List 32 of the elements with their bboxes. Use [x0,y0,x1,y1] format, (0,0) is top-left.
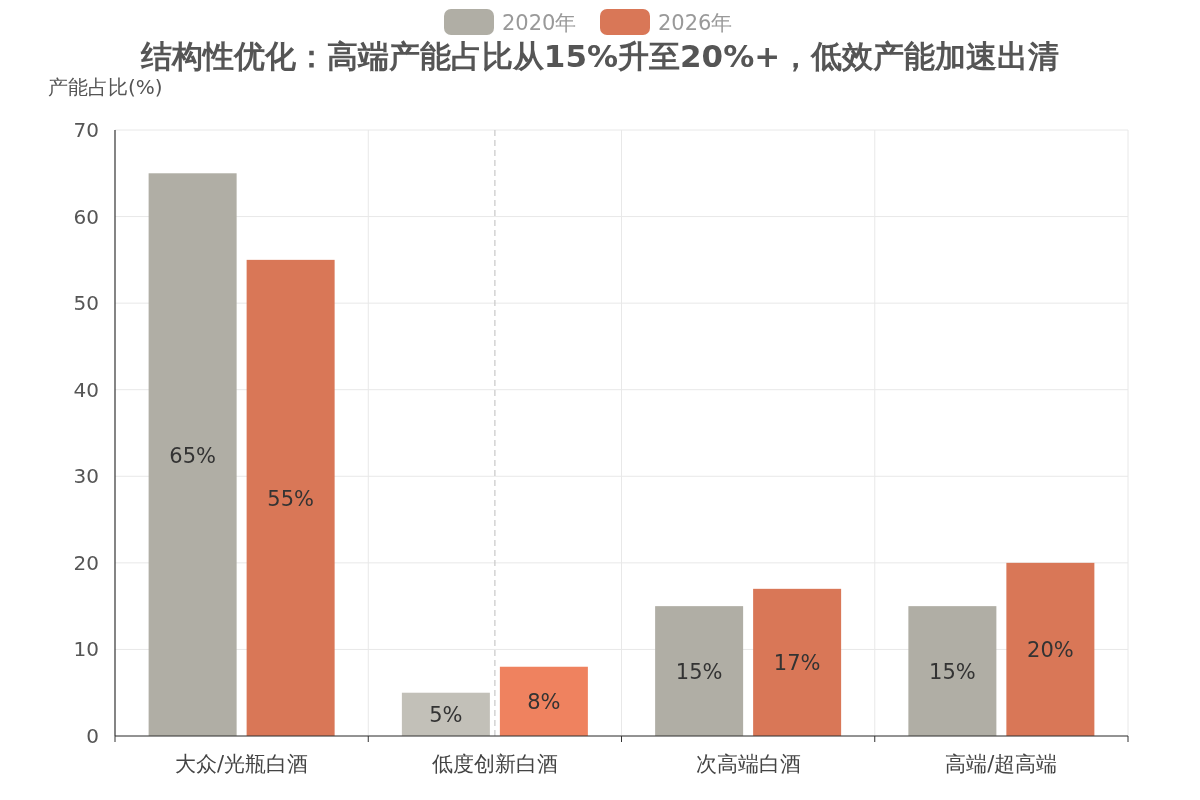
y-tick-label: 10 [73,637,99,662]
x-tick-label: 高端/超高端 [945,752,1058,776]
bar [908,606,997,736]
data-label: 65% [169,443,216,468]
chart-title: 结构性优化：高端产能占比从15%升至20%+，低效产能加速出清 [139,38,1060,74]
bar [148,173,237,736]
y-axis-title: 产能占比(%) [48,75,163,99]
y-tick-label: 70 [73,118,99,142]
x-tick-label: 大众/光瓶白酒 [175,752,309,776]
data-label: 15% [675,660,723,685]
x-tick-label: 低度创新白酒 [431,752,558,776]
bar [1006,562,1095,736]
data-label: 17% [773,651,821,676]
data-label: 20% [1027,638,1074,663]
y-tick-label: 0 [86,724,99,748]
x-tick-label: 次高端白酒 [695,752,801,776]
bar [753,588,842,736]
bar [655,606,744,736]
data-label: 55% [267,486,314,511]
y-tick-label: 50 [73,291,99,316]
y-tick-label: 30 [73,464,99,489]
legend-label: 2020年 [502,11,577,35]
bar [246,259,335,736]
y-tick-label: 40 [73,377,99,402]
legend-label: 2026年 [658,11,733,35]
data-label: 8% [527,690,561,715]
y-tick-label: 60 [73,204,99,229]
y-tick-label: 20 [73,550,99,575]
bar [499,666,588,736]
data-label: 5% [429,703,463,728]
bar [401,692,490,736]
data-label: 15% [929,660,976,685]
